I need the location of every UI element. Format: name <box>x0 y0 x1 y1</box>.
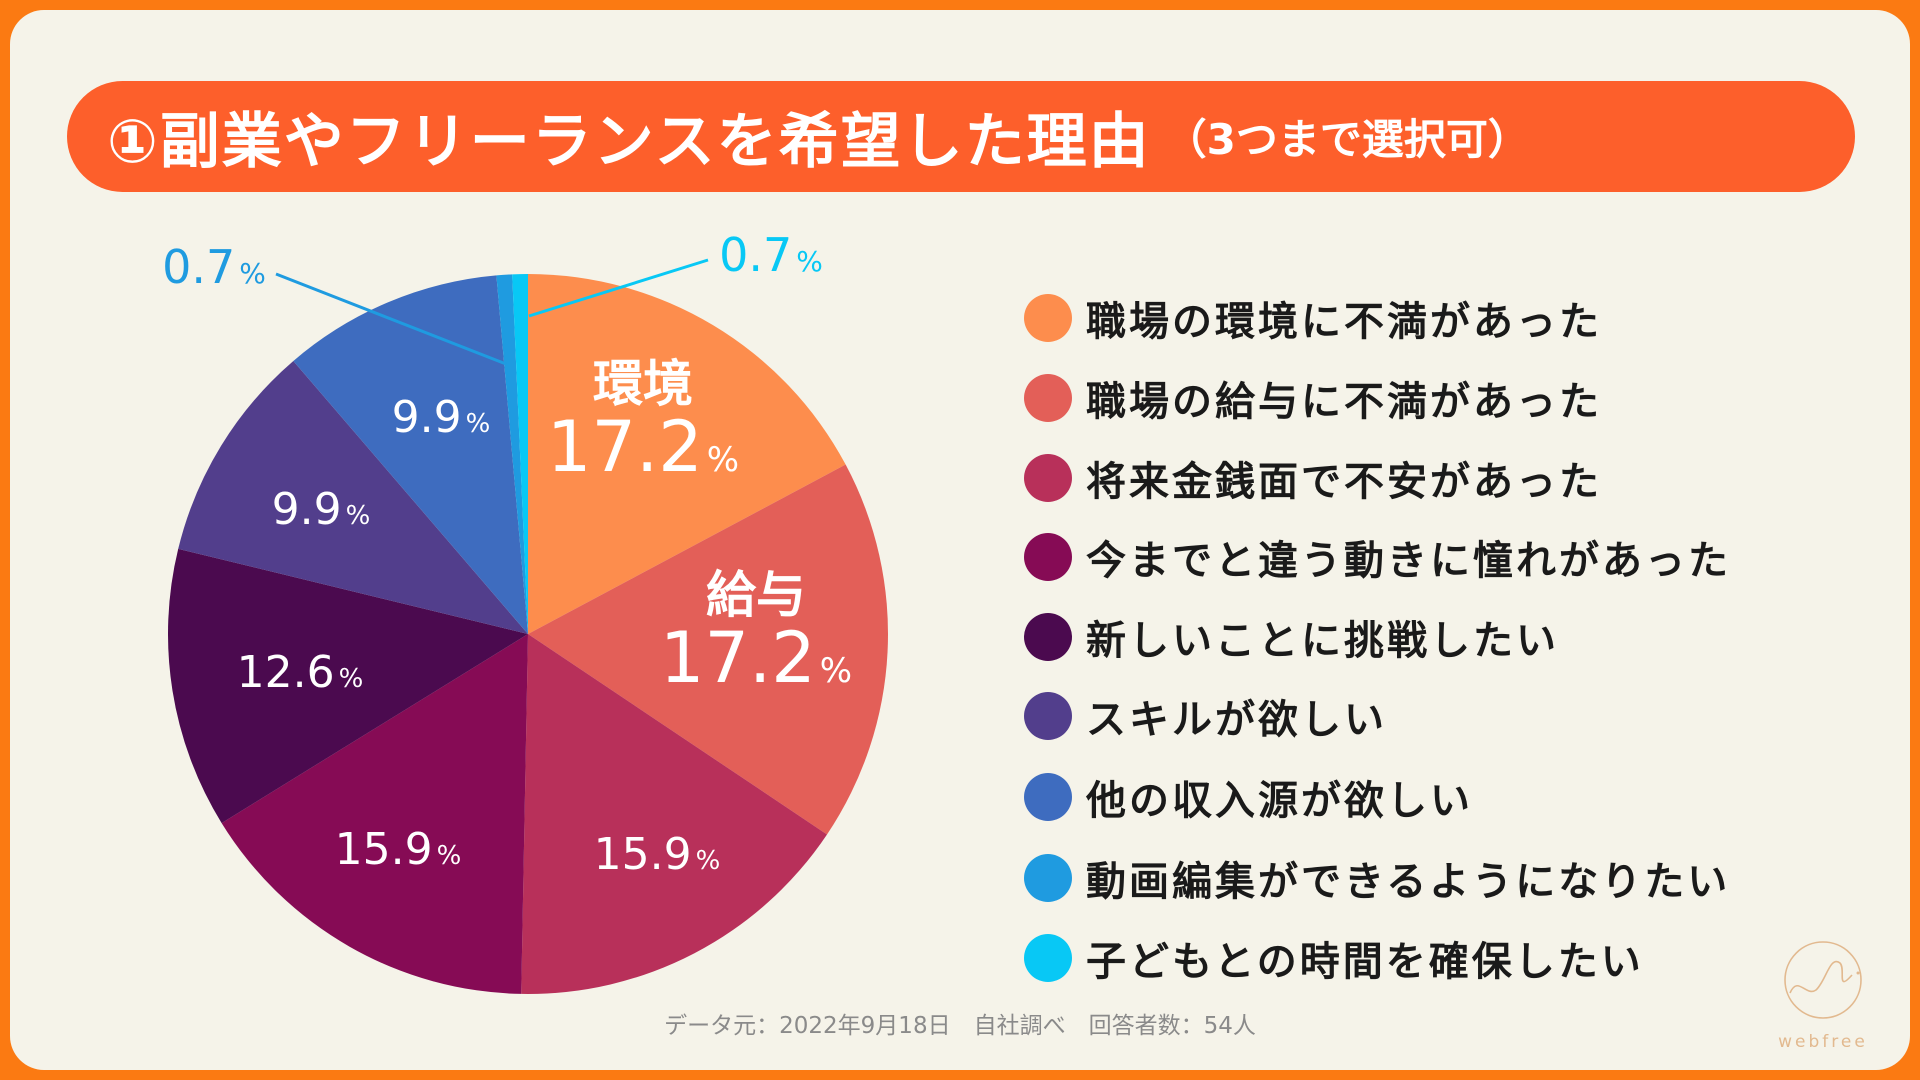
legend-item: 新しいことに挑戦したい <box>1024 608 1559 666</box>
legend-item: 今までと違う動きに憧れがあった <box>1024 528 1731 586</box>
pie-slice-4 <box>167 548 528 824</box>
legend-label: 将来金銭面で不安があった <box>1086 459 1602 505</box>
legend-item: スキルが欲しい <box>1024 687 1387 745</box>
chart-subtitle: （3つまで選択可） <box>1164 115 1530 164</box>
logo-text: webfree <box>1778 1032 1868 1052</box>
legend-label: スキルが欲しい <box>1086 697 1387 743</box>
legend-swatch <box>1024 934 1072 982</box>
leader-line <box>275 272 507 366</box>
slice-value-label: 0.7% <box>162 240 266 294</box>
slice-value-label: 15.9% <box>335 824 462 875</box>
legend-swatch <box>1024 613 1072 661</box>
webfree-logo: webfree <box>1778 941 1868 1052</box>
legend-swatch <box>1024 692 1072 740</box>
legend-label: 他の収入源が欲しい <box>1086 778 1473 824</box>
legend-item: 動画編集ができるようになりたい <box>1024 849 1730 907</box>
slice-value-label: 9.9% <box>392 392 491 443</box>
legend-label: 今までと違う動きに憧れがあった <box>1086 538 1731 584</box>
legend-label: 動画編集ができるようになりたい <box>1086 859 1731 905</box>
slice-value-label: 9.9% <box>272 484 371 535</box>
data-source-note: データ元：2022年9月18日 自社調べ 回答者数：54人 <box>664 1013 1256 1039</box>
legend-label: 新しいことに挑戦したい <box>1086 618 1559 664</box>
slice-value-label: 17.2% <box>660 617 852 699</box>
legend-item: 子どもとの時間を確保したい <box>1024 929 1644 987</box>
legend-swatch <box>1024 854 1072 902</box>
slice-value-label: 15.9% <box>594 829 721 880</box>
pie-slice-0 <box>528 274 846 634</box>
pie-slice-1 <box>528 464 889 835</box>
legend-swatch <box>1024 533 1072 581</box>
legend-label: 職場の給与に不満があった <box>1086 379 1602 425</box>
pie-slice-3 <box>221 634 529 994</box>
slice-value-label: 0.7% <box>719 228 823 282</box>
legend-swatch <box>1024 773 1072 821</box>
pie-slice-5 <box>178 360 528 634</box>
slice-value-label: 17.2% <box>547 406 739 488</box>
legend-item: 他の収入源が欲しい <box>1024 768 1473 826</box>
legend-label: 職場の環境に不満があった <box>1086 299 1602 345</box>
legend-swatch <box>1024 294 1072 342</box>
legend-item: 将来金銭面で不安があった <box>1024 449 1602 507</box>
title-bar: ①副業やフリーランスを希望した理由 （3つまで選択可） <box>67 81 1855 192</box>
legend-swatch <box>1024 454 1072 502</box>
slice-name-label: 給与 <box>706 566 806 624</box>
legend-label: 子どもとの時間を確保したい <box>1086 939 1644 985</box>
legend-item: 職場の給与に不満があった <box>1024 369 1602 427</box>
legend-swatch <box>1024 374 1072 422</box>
legend-item: 職場の環境に不満があった <box>1024 289 1602 347</box>
slice-name-label: 環境 <box>593 355 693 413</box>
pie-slice-6 <box>293 275 528 634</box>
chart-title: ①副業やフリーランスを希望した理由 <box>107 107 1151 177</box>
pie-slice-2 <box>521 634 828 994</box>
slice-value-label: 12.6% <box>237 647 364 698</box>
leader-line <box>528 258 709 318</box>
pie-slice-8 <box>512 274 528 634</box>
